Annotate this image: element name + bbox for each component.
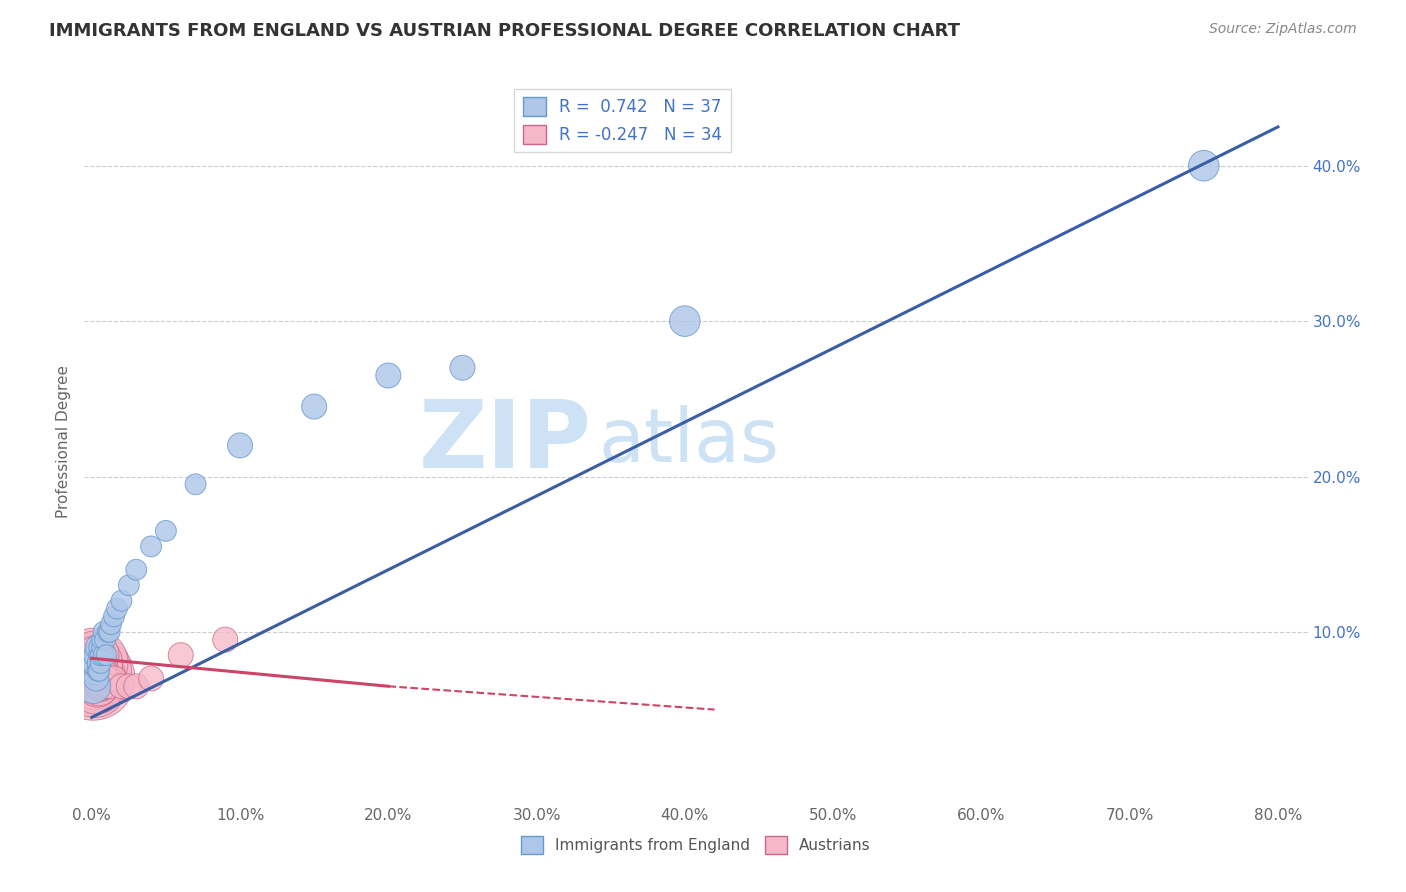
Point <box>82 656 104 670</box>
Text: atlas: atlas <box>598 405 779 478</box>
Point <box>83 656 105 670</box>
Point <box>91 632 114 647</box>
Point <box>91 640 114 655</box>
Point <box>86 679 108 693</box>
Point <box>89 664 111 678</box>
Text: IMMIGRANTS FROM ENGLAND VS AUSTRIAN PROFESSIONAL DEGREE CORRELATION CHART: IMMIGRANTS FROM ENGLAND VS AUSTRIAN PROF… <box>49 22 960 40</box>
Point <box>86 656 108 670</box>
Point <box>110 594 132 608</box>
Point <box>82 672 104 686</box>
Point <box>93 624 115 639</box>
Point <box>84 679 107 693</box>
Point <box>89 664 111 678</box>
Point <box>377 368 399 383</box>
Point <box>302 400 325 414</box>
Point <box>118 578 141 592</box>
Point <box>84 648 107 663</box>
Point <box>86 656 108 670</box>
Point <box>93 664 115 678</box>
Text: ZIP: ZIP <box>419 395 592 488</box>
Point <box>84 664 107 678</box>
Point <box>96 648 118 663</box>
Point <box>82 664 104 678</box>
Point <box>451 360 474 375</box>
Point <box>84 656 107 670</box>
Point <box>105 601 128 615</box>
Y-axis label: Professional Degree: Professional Degree <box>56 365 72 518</box>
Point <box>184 477 207 491</box>
Point <box>673 314 696 328</box>
Point <box>90 648 112 663</box>
Point <box>86 640 108 655</box>
Point <box>170 648 193 663</box>
Point <box>1192 159 1215 173</box>
Point <box>86 664 108 678</box>
Point <box>89 672 111 686</box>
Point <box>82 679 104 693</box>
Point <box>100 617 122 632</box>
Point <box>86 672 108 686</box>
Point <box>139 672 162 686</box>
Point <box>155 524 177 538</box>
Point <box>89 648 111 663</box>
Point <box>90 672 112 686</box>
Point <box>84 656 107 670</box>
Point <box>110 679 132 693</box>
Point <box>98 624 121 639</box>
Legend: Immigrants from England, Austrians: Immigrants from England, Austrians <box>515 830 877 860</box>
Point <box>139 540 162 554</box>
Point <box>89 679 111 693</box>
Point <box>96 672 118 686</box>
Point <box>83 672 105 686</box>
Point <box>90 679 112 693</box>
Point <box>229 438 252 452</box>
Point <box>118 679 141 693</box>
Point <box>97 624 120 639</box>
Point <box>83 664 105 678</box>
Point <box>84 672 107 686</box>
Point <box>83 656 105 670</box>
Text: Source: ZipAtlas.com: Source: ZipAtlas.com <box>1209 22 1357 37</box>
Point <box>84 648 107 663</box>
Point <box>93 648 115 663</box>
Point <box>83 648 105 663</box>
Point <box>83 664 105 678</box>
Point <box>86 664 108 678</box>
Point <box>91 679 114 693</box>
Point <box>103 609 125 624</box>
Point <box>125 563 148 577</box>
Point <box>84 672 107 686</box>
Point <box>94 679 117 693</box>
Point <box>214 632 236 647</box>
Point <box>125 679 148 693</box>
Point <box>98 679 121 693</box>
Point <box>89 640 111 655</box>
Point <box>103 672 125 686</box>
Point <box>94 632 117 647</box>
Point <box>90 656 112 670</box>
Point <box>83 679 105 693</box>
